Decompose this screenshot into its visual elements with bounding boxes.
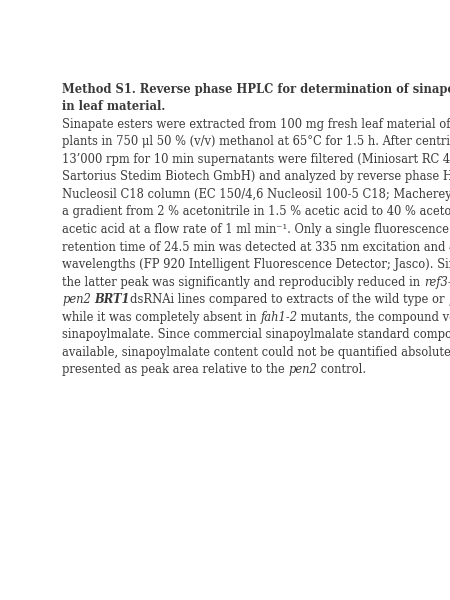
Text: control.: control. — [317, 363, 366, 376]
Text: pen2: pen2 — [62, 293, 91, 306]
Text: mutants, the compound very likely was: mutants, the compound very likely was — [297, 311, 450, 323]
Text: presented as peak area relative to the: presented as peak area relative to the — [62, 363, 288, 376]
Text: Method S1. Reverse phase HPLC for determination of sinapoylmalate content: Method S1. Reverse phase HPLC for determ… — [62, 83, 450, 96]
Text: available, sinapoylmalate content could not be quantified absolutely; instead, i: available, sinapoylmalate content could … — [62, 346, 450, 359]
Text: Sartorius Stedim Biotech GmbH) and analyzed by reverse phase HPLC on a: Sartorius Stedim Biotech GmbH) and analy… — [62, 170, 450, 184]
Text: dsRNAi lines compared to extracts of the wild type or: dsRNAi lines compared to extracts of the… — [130, 293, 448, 306]
Text: sinapoylmalate. Since commercial sinapoylmalate standard compounds are not: sinapoylmalate. Since commercial sinapoy… — [62, 328, 450, 341]
Text: 13’000 rpm for 10 min supernatants were filtered (Miniosart RC 4 syringe filter,: 13’000 rpm for 10 min supernatants were … — [62, 153, 450, 166]
Text: pen2: pen2 — [448, 293, 450, 306]
Text: a gradient from 2 % acetonitrile in 1.5 % acetic acid to 40 % acetonitrile in 1.: a gradient from 2 % acetonitrile in 1.5 … — [62, 205, 450, 218]
Text: acetic acid at a flow rate of 1 ml min⁻¹. Only a single fluorescence peak at a: acetic acid at a flow rate of 1 ml min⁻¹… — [62, 223, 450, 236]
Text: ref3-3,: ref3-3, — [424, 275, 450, 289]
Text: while it was completely absent in: while it was completely absent in — [62, 311, 261, 323]
Text: Sinapate esters were extracted from 100 mg fresh leaf material of three-week-old: Sinapate esters were extracted from 100 … — [62, 118, 450, 131]
Text: pen2: pen2 — [288, 363, 317, 376]
Text: in leaf material.: in leaf material. — [62, 100, 165, 113]
Text: Nucleosil C18 column (EC 150/4,6 Nucleosil 100-5 C18; Macherey-Nagel) using: Nucleosil C18 column (EC 150/4,6 Nucleos… — [62, 188, 450, 201]
Text: the latter peak was significantly and reproducibly reduced in: the latter peak was significantly and re… — [62, 275, 424, 289]
Text: fah1-2: fah1-2 — [261, 311, 297, 323]
Text: BRT1: BRT1 — [94, 293, 130, 306]
Text: plants in 750 μl 50 % (v/v) methanol at 65°C for 1.5 h. After centrifugation at: plants in 750 μl 50 % (v/v) methanol at … — [62, 136, 450, 148]
Text: wavelengths (FP 920 Intelligent Fluorescence Detector; Jasco). Since the area of: wavelengths (FP 920 Intelligent Fluoresc… — [62, 258, 450, 271]
Text: retention time of 24.5 min was detected at 335 nm excitation and 460 nm emission: retention time of 24.5 min was detected … — [62, 241, 450, 254]
